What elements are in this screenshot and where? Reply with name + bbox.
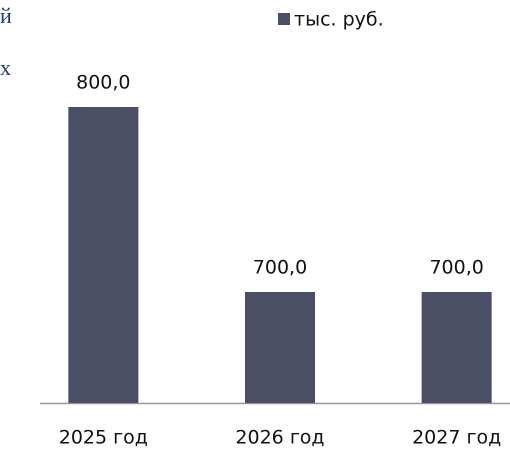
annotation: х [0, 55, 11, 80]
value-label: 700,0 [253, 257, 307, 279]
bar [245, 292, 315, 403]
value-label: 700,0 [429, 257, 483, 279]
bar [68, 107, 139, 403]
legend-swatch [278, 13, 290, 25]
value-label: 800,0 [76, 72, 130, 94]
x-tick-label: 2025 год [59, 427, 148, 449]
x-tick-label: 2027 год [412, 427, 501, 449]
legend-label: тыс. руб. [294, 9, 384, 31]
x-tick-label: 2026 год [235, 427, 324, 449]
bar [421, 292, 492, 403]
annotation: й [0, 3, 12, 28]
